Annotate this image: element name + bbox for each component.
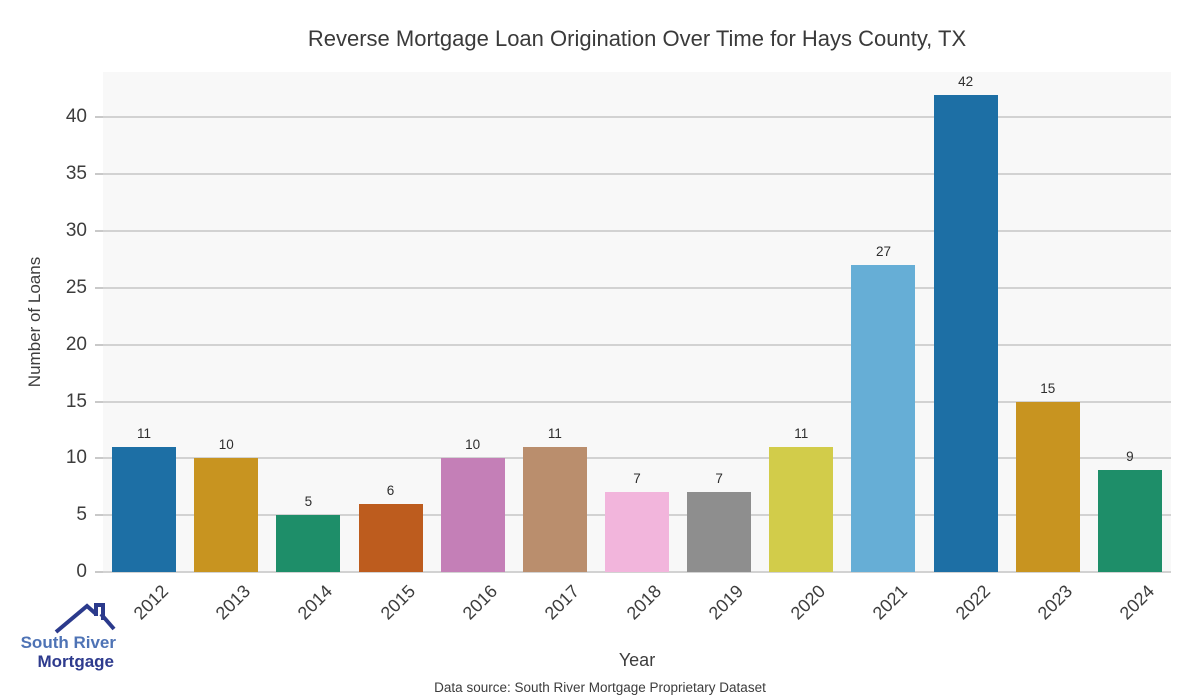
y-tick-mark bbox=[95, 116, 103, 119]
bar-2017 bbox=[522, 447, 587, 572]
bar-value-label-2020: 11 bbox=[794, 426, 809, 441]
x-tick-label-2015: 2015 bbox=[376, 581, 419, 624]
bar-value-label-2013: 10 bbox=[218, 437, 234, 453]
x-tick-label-2020: 2020 bbox=[786, 581, 830, 624]
bar-value-label-2012: 11 bbox=[137, 426, 152, 441]
bar-value-label-2021: 27 bbox=[875, 244, 891, 260]
bar-value-label-2019: 7 bbox=[715, 471, 723, 487]
y-tick-label-35: 35 bbox=[65, 163, 87, 185]
gridline-20 bbox=[103, 343, 1171, 346]
gridline-40 bbox=[103, 116, 1171, 119]
bar-value-label-2015: 6 bbox=[386, 482, 395, 498]
x-tick-label-2022: 2022 bbox=[951, 581, 994, 624]
bar-2013 bbox=[194, 458, 259, 572]
x-axis-title: Year bbox=[618, 650, 656, 670]
gridline-30 bbox=[103, 230, 1171, 233]
bar-2018 bbox=[605, 492, 669, 572]
y-tick-label-20: 20 bbox=[65, 333, 87, 355]
y-tick-mark bbox=[95, 400, 103, 403]
logo: South River Mortgage bbox=[14, 602, 116, 678]
y-tick-mark bbox=[95, 286, 103, 289]
bar-2019 bbox=[687, 492, 752, 572]
y-tick-mark bbox=[95, 343, 103, 346]
y-tick-mark bbox=[95, 230, 103, 233]
bar-value-label-2018: 7 bbox=[633, 471, 641, 487]
y-tick-label-15: 15 bbox=[65, 390, 87, 412]
bar-2024 bbox=[1097, 469, 1162, 572]
y-tick-label-40: 40 bbox=[65, 106, 87, 128]
data-source-note: Data source: South River Mortgage Propri… bbox=[434, 680, 766, 695]
bar-2021 bbox=[851, 265, 916, 572]
gridline-25 bbox=[103, 286, 1171, 289]
x-tick-label-2023: 2023 bbox=[1033, 581, 1076, 624]
y-tick-mark bbox=[95, 514, 103, 517]
chart-title: Reverse Mortgage Loan Origination Over T… bbox=[307, 26, 967, 51]
y-tick-label-0: 0 bbox=[76, 561, 87, 582]
x-tick-label-2014: 2014 bbox=[294, 581, 337, 624]
bar-value-label-2016: 10 bbox=[465, 437, 481, 453]
x-tick-label-2018: 2018 bbox=[622, 581, 666, 624]
bar-2012 bbox=[112, 447, 177, 572]
y-tick-mark bbox=[95, 571, 103, 573]
house-roof-icon bbox=[54, 603, 116, 634]
bar-value-label-2017: 11 bbox=[547, 426, 562, 441]
gridline-15 bbox=[103, 400, 1171, 403]
gridline-35 bbox=[103, 173, 1171, 176]
x-tick-label-2013: 2013 bbox=[211, 581, 255, 624]
x-tick-label-2016: 2016 bbox=[458, 581, 501, 624]
x-tick-label-2021: 2021 bbox=[869, 581, 912, 624]
bar-2015 bbox=[358, 503, 423, 572]
x-tick-label-2019: 2019 bbox=[704, 581, 748, 624]
bar-value-label-2024: 9 bbox=[1126, 448, 1134, 464]
y-tick-label-10: 10 bbox=[65, 447, 87, 469]
y-tick-label-5: 5 bbox=[76, 504, 87, 526]
logo-line2: Mortgage bbox=[37, 652, 115, 671]
x-tick-label-2017: 2017 bbox=[540, 581, 584, 624]
plot-area: 11 10 5 6 10 11 7 7 11 27 42 15 9 bbox=[103, 72, 1171, 573]
bar-2016 bbox=[440, 458, 505, 572]
bar-value-label-2023: 15 bbox=[1040, 380, 1056, 396]
gridline-10 bbox=[103, 457, 1171, 460]
bar-2022 bbox=[933, 94, 998, 572]
x-tick-label-2024: 2024 bbox=[1115, 581, 1159, 624]
bar-2020 bbox=[769, 447, 834, 572]
logo-line1: South River bbox=[20, 633, 116, 652]
bar-value-label-2022: 42 bbox=[958, 73, 974, 89]
y-tick-mark bbox=[95, 173, 103, 176]
gridline-0 bbox=[103, 571, 1171, 573]
bar-2023 bbox=[1015, 401, 1080, 572]
y-tick-mark bbox=[95, 457, 103, 460]
y-axis-title: Number of Loans bbox=[25, 256, 44, 388]
y-tick-label-30: 30 bbox=[65, 220, 87, 242]
bar-value-label-2014: 5 bbox=[304, 494, 313, 510]
x-tick-label-2012: 2012 bbox=[129, 581, 173, 624]
bar-2014 bbox=[276, 515, 341, 572]
y-tick-label-25: 25 bbox=[65, 276, 87, 298]
